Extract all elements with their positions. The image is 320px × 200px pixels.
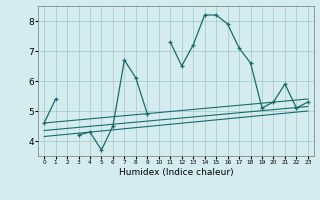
- X-axis label: Humidex (Indice chaleur): Humidex (Indice chaleur): [119, 168, 233, 177]
